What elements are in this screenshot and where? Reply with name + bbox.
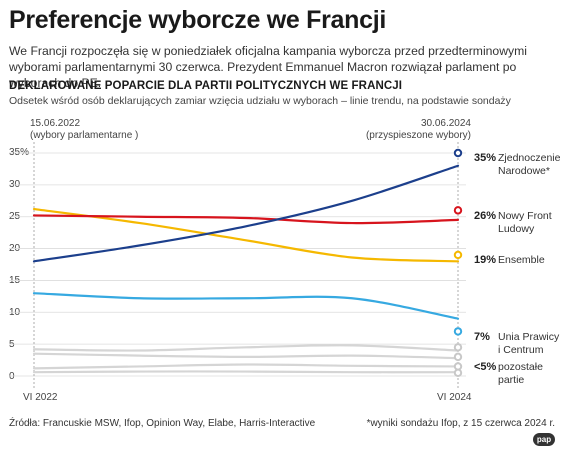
x-tick-label: VI 2024: [437, 392, 472, 403]
chart-series: [32, 164, 460, 374]
series-label-upc: Unia Prawicy i Centrum: [498, 331, 560, 356]
series-line-minor: [32, 352, 460, 360]
sources-note: Źródła: Francuskie MSW, Ifop, Opinion Wa…: [9, 418, 316, 429]
end-marker-minor: [453, 352, 463, 362]
chart-end-markers: [453, 148, 463, 378]
start-label: (wybory parlamentarne ): [30, 130, 139, 141]
series-line-pozosta-e-partie: [32, 344, 460, 352]
y-tick-label: 0: [9, 371, 15, 382]
end-marker-zjednoczenie-narodowe-: [453, 148, 463, 158]
series-line-zjednoczenie-narodowe-: [32, 164, 460, 263]
start-header: 15.06.2022 (wybory parlamentarne ): [30, 118, 138, 142]
series-line-nowy-front-ludowy: [32, 214, 460, 225]
value-label-rn: 35%: [474, 152, 497, 164]
end-marker-minor: [453, 368, 463, 378]
series-label-others: pozostałe partie: [498, 361, 543, 386]
end-label: (przyspieszone wybory): [365, 130, 471, 141]
chart-title: DEKLAROWANE POPARCIE DLA PARTII POLITYCZ…: [9, 80, 403, 92]
end-date: 30.06.2024: [420, 118, 471, 129]
series-label-ensemble: Ensemble: [498, 254, 545, 266]
end-marker-ensemble: [453, 250, 463, 260]
start-date: 15.06.2022: [30, 118, 81, 129]
pap-logo: pap: [533, 433, 555, 446]
end-header: 30.06.2024 (przyspieszone wybory): [366, 118, 471, 142]
series-line-minor: [32, 363, 460, 370]
value-label-others: <5%: [474, 361, 497, 373]
series-label-rn: Zjednoczenie Narodowe*: [498, 152, 561, 177]
series-line-ensemble: [32, 207, 460, 263]
series-line-unia-prawicy-i-centrum: [32, 292, 460, 320]
series-label-nfp: Nowy Front Ludowy: [498, 210, 552, 235]
end-marker-nowy-front-ludowy: [453, 206, 463, 215]
chart-subtitle: Odsetek wśród osób deklarujących zamiar …: [9, 95, 511, 107]
value-label-upc: 7%: [474, 331, 490, 343]
value-label-ensemble: 19%: [474, 254, 497, 266]
x-tick-label: VI 2022: [23, 392, 58, 403]
end-marker-unia-prawicy-i-centrum: [453, 327, 463, 336]
end-marker-pozosta-e-partie: [453, 343, 463, 352]
page-title: Preferencje wyborcze we Francji: [9, 6, 386, 34]
value-label-nfp: 26%: [474, 210, 497, 222]
series-line-minor: [32, 370, 460, 374]
lead-text: We Francji rozpoczęła się w poniedziałek…: [9, 44, 527, 90]
footnote: *wyniki sondażu Ifop, z 15 czerwca 2024 …: [366, 418, 555, 429]
y-tick-label: 35%: [9, 147, 30, 158]
